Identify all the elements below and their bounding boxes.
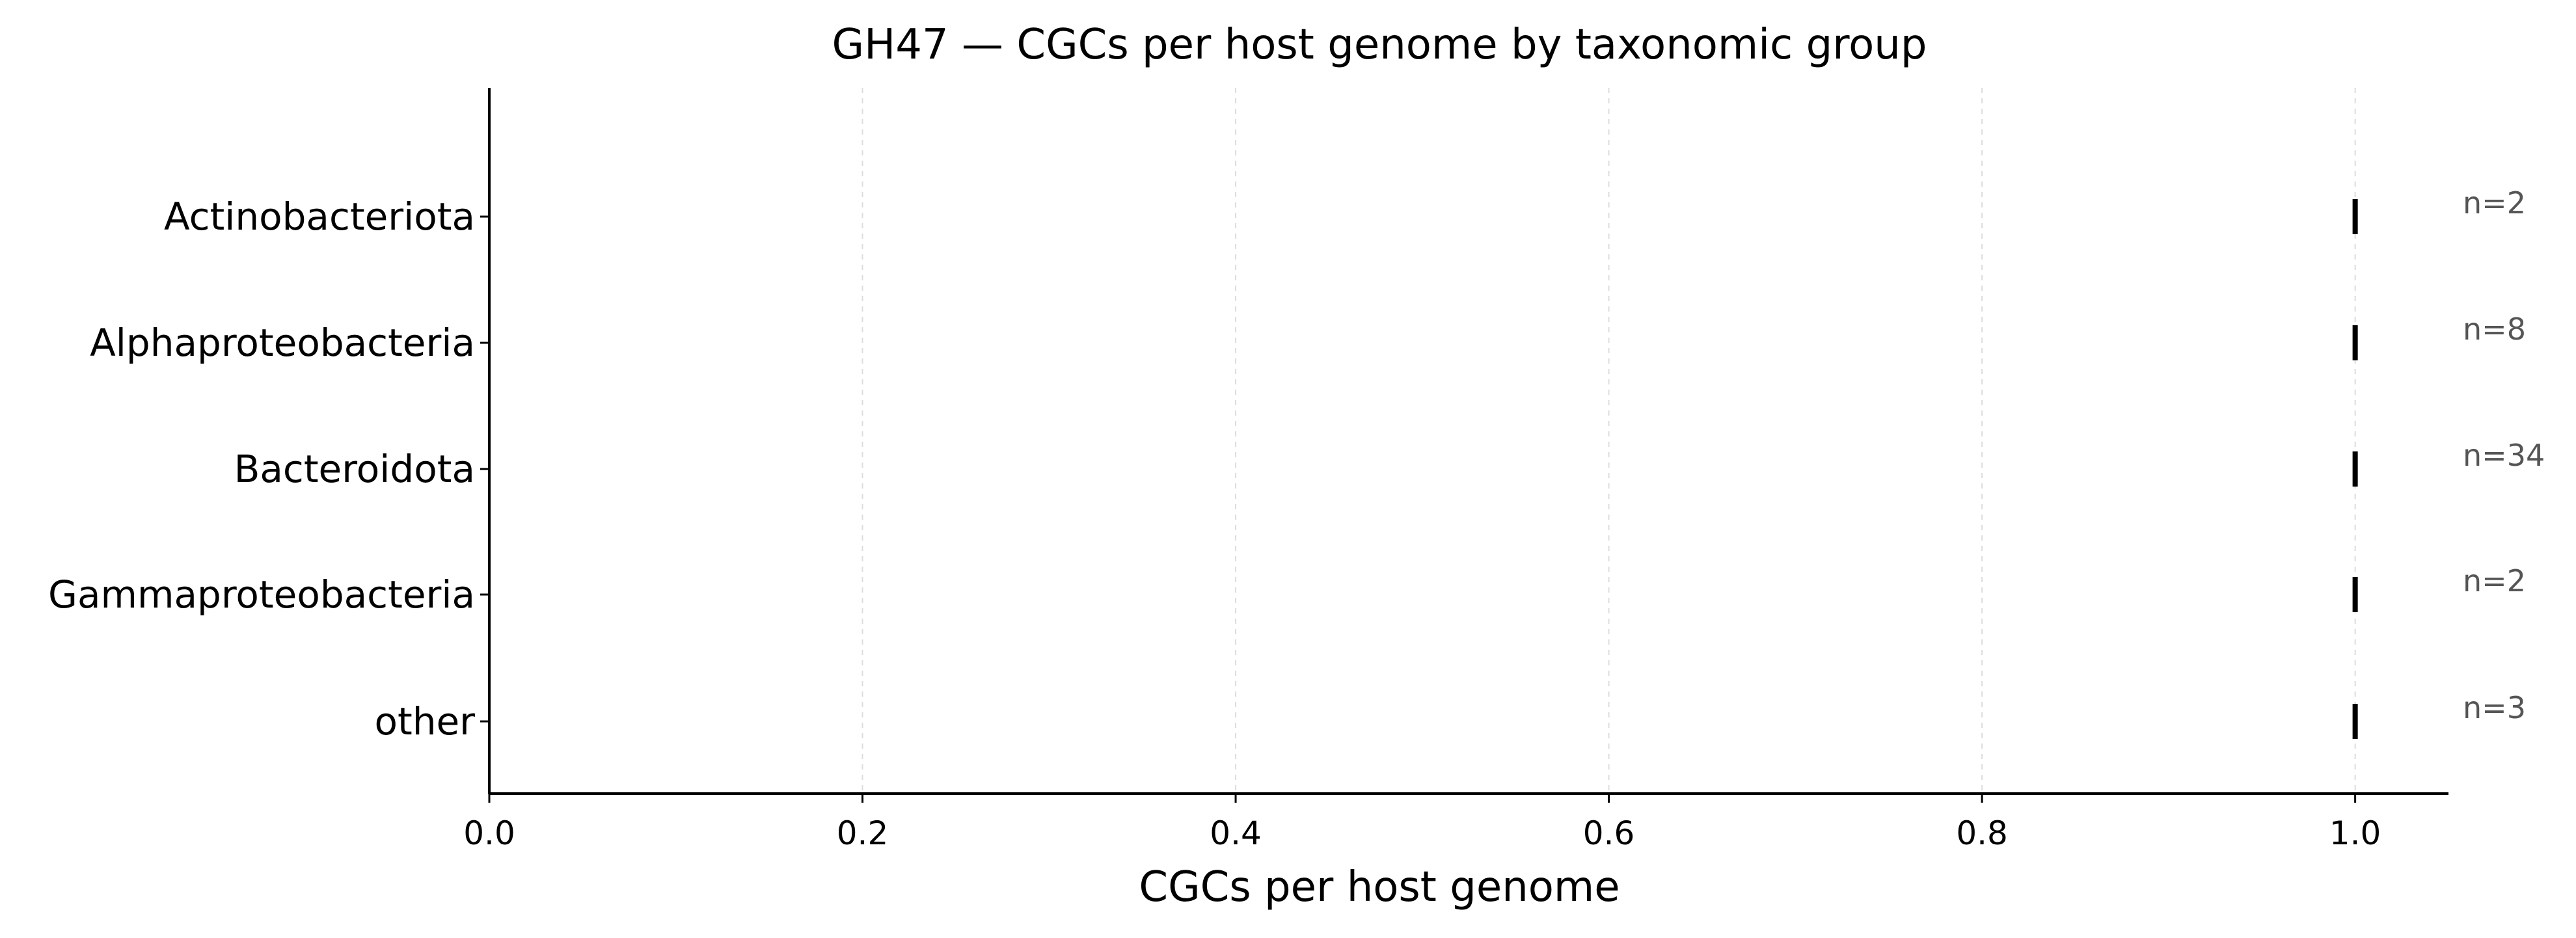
chart-title: GH47 — CGCs per host genome by taxonomic… — [832, 21, 1927, 69]
count-labels: n=2 n=8 n=34 n=2 n=3 — [2463, 185, 2545, 725]
y-tick-label: Actinobacteriota — [164, 194, 475, 239]
grid-layer — [861, 88, 2356, 794]
x-tick-label: 1.0 — [2329, 814, 2381, 852]
count-label: n=8 — [2463, 312, 2526, 347]
axes-layer — [488, 88, 2448, 795]
count-label: n=2 — [2463, 185, 2526, 221]
count-label: n=34 — [2463, 438, 2545, 473]
y-tick-label: Bacteroidota — [234, 447, 475, 491]
y-ticks: Actinobacteriota Alphaproteobacteria Bacte… — [48, 194, 489, 744]
y-tick-label: Gammaproteobacteria — [48, 572, 475, 617]
count-label: n=3 — [2463, 690, 2526, 725]
x-tick-label: 0.8 — [1956, 814, 2008, 852]
x-ticks: 0.0 0.2 0.4 0.6 0.8 1.0 — [463, 794, 2381, 852]
y-tick-label: Alphaproteobacteria — [90, 321, 475, 365]
x-tick-label: 0.0 — [463, 814, 515, 852]
x-axis-label: CGCs per host genome — [1139, 863, 1620, 911]
x-tick-label: 0.6 — [1583, 814, 1635, 852]
y-tick-label: other — [374, 699, 475, 744]
x-tick-label: 0.2 — [837, 814, 889, 852]
count-label: n=2 — [2463, 563, 2526, 598]
x-tick-label: 0.4 — [1210, 814, 1262, 852]
